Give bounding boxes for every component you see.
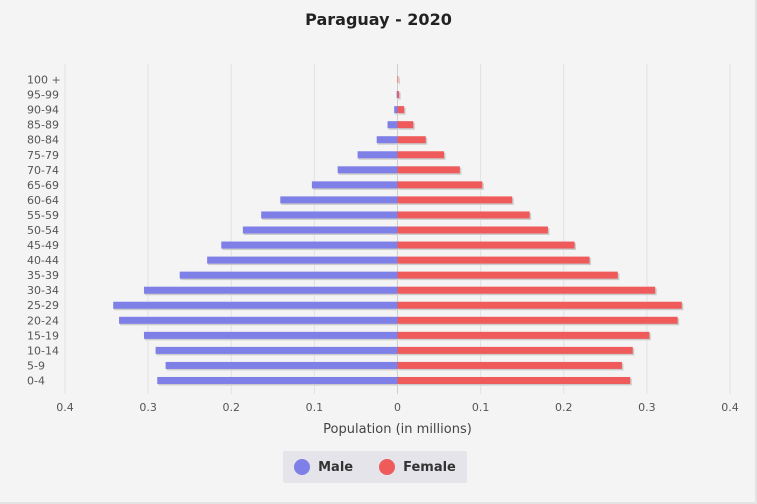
- age-group-label: 60-64: [27, 194, 59, 207]
- age-group-label: 40-44: [27, 254, 59, 267]
- age-group-label: 25-29: [27, 299, 59, 312]
- age-group-label: 50-54: [27, 224, 59, 237]
- female-bar: [397, 346, 633, 354]
- male-bar: [387, 121, 398, 129]
- female-bar: [397, 361, 622, 369]
- x-axis-label: Population (in millions): [323, 422, 472, 437]
- male-bar: [221, 241, 398, 249]
- female-bar: [397, 181, 483, 189]
- x-tick-label: 0: [394, 401, 401, 414]
- age-group-label: 90-94: [27, 104, 59, 117]
- age-group-label: 55-59: [27, 209, 59, 222]
- male-bar: [155, 346, 398, 354]
- age-group-label: 95-99: [27, 89, 59, 102]
- male-bar: [394, 106, 398, 114]
- female-bar: [397, 106, 405, 114]
- male-bar: [157, 376, 398, 384]
- female-bar: [397, 91, 400, 99]
- chart-title: Paraguay - 2020: [305, 10, 452, 29]
- male-bar: [143, 286, 398, 294]
- female-bar: [397, 136, 426, 144]
- male-bar: [165, 361, 398, 369]
- male-bar: [113, 301, 398, 309]
- female-bar: [397, 241, 575, 249]
- age-group-label: 85-89: [27, 119, 59, 132]
- male-bar: [280, 196, 398, 204]
- legend-label-male: Male: [318, 459, 354, 475]
- male-bar: [207, 256, 398, 264]
- legend-item-female[interactable]: Female: [379, 459, 456, 475]
- age-group-label: 45-49: [27, 239, 59, 252]
- female-bar: [397, 301, 682, 309]
- male-bar: [119, 316, 398, 324]
- male-marker-icon: [294, 459, 311, 475]
- age-group-label: 80-84: [27, 134, 59, 147]
- age-group-label: 0-4: [27, 374, 45, 387]
- x-tick-label: 0.2: [555, 401, 573, 414]
- female-bar: [397, 286, 656, 294]
- male-bar: [376, 136, 398, 144]
- legend-label-female: Female: [403, 459, 456, 475]
- female-bar: [397, 211, 530, 219]
- age-group-label: 30-34: [27, 284, 59, 297]
- age-group-label: 15-19: [27, 329, 59, 342]
- x-tick-label: 0.2: [223, 401, 241, 414]
- female-bar-shadow: [399, 77, 400, 85]
- female-bar: [397, 76, 399, 84]
- female-bar: [397, 376, 631, 384]
- x-tick-label: 0.1: [472, 401, 490, 414]
- legend: Male Female: [283, 451, 467, 483]
- female-bar: [397, 151, 445, 159]
- female-bar: [397, 121, 414, 129]
- female-bar: [397, 331, 650, 339]
- age-group-label: 70-74: [27, 164, 59, 177]
- age-group-label: 35-39: [27, 269, 59, 282]
- male-bar: [357, 151, 398, 159]
- male-bar: [396, 91, 398, 99]
- x-tick-label: 0.4: [56, 401, 74, 414]
- female-bar: [397, 196, 513, 204]
- age-group-label: 100 +: [27, 74, 61, 87]
- female-marker-icon: [379, 459, 396, 475]
- legend-item-male[interactable]: Male: [294, 459, 353, 475]
- male-bar: [143, 331, 398, 339]
- x-tick-label: 0.4: [721, 401, 739, 414]
- male-bar: [337, 166, 398, 174]
- age-group-label: 65-69: [27, 179, 59, 192]
- age-group-label: 10-14: [27, 344, 59, 357]
- female-bar: [397, 226, 548, 234]
- female-bar: [397, 256, 590, 264]
- male-bar: [311, 181, 398, 189]
- male-bar: [242, 226, 398, 234]
- age-group-label: 75-79: [27, 149, 59, 162]
- female-bar: [397, 166, 460, 174]
- male-bar: [179, 271, 398, 279]
- x-tick-label: 0.3: [139, 401, 157, 414]
- female-bar: [397, 316, 678, 324]
- age-group-label: 20-24: [27, 314, 59, 327]
- x-tick-label: 0.1: [306, 401, 324, 414]
- age-group-label: 5-9: [27, 359, 45, 372]
- female-bar-shadow: [399, 92, 401, 100]
- x-tick-label: 0.3: [638, 401, 656, 414]
- male-bar: [261, 211, 398, 219]
- female-bar: [397, 271, 618, 279]
